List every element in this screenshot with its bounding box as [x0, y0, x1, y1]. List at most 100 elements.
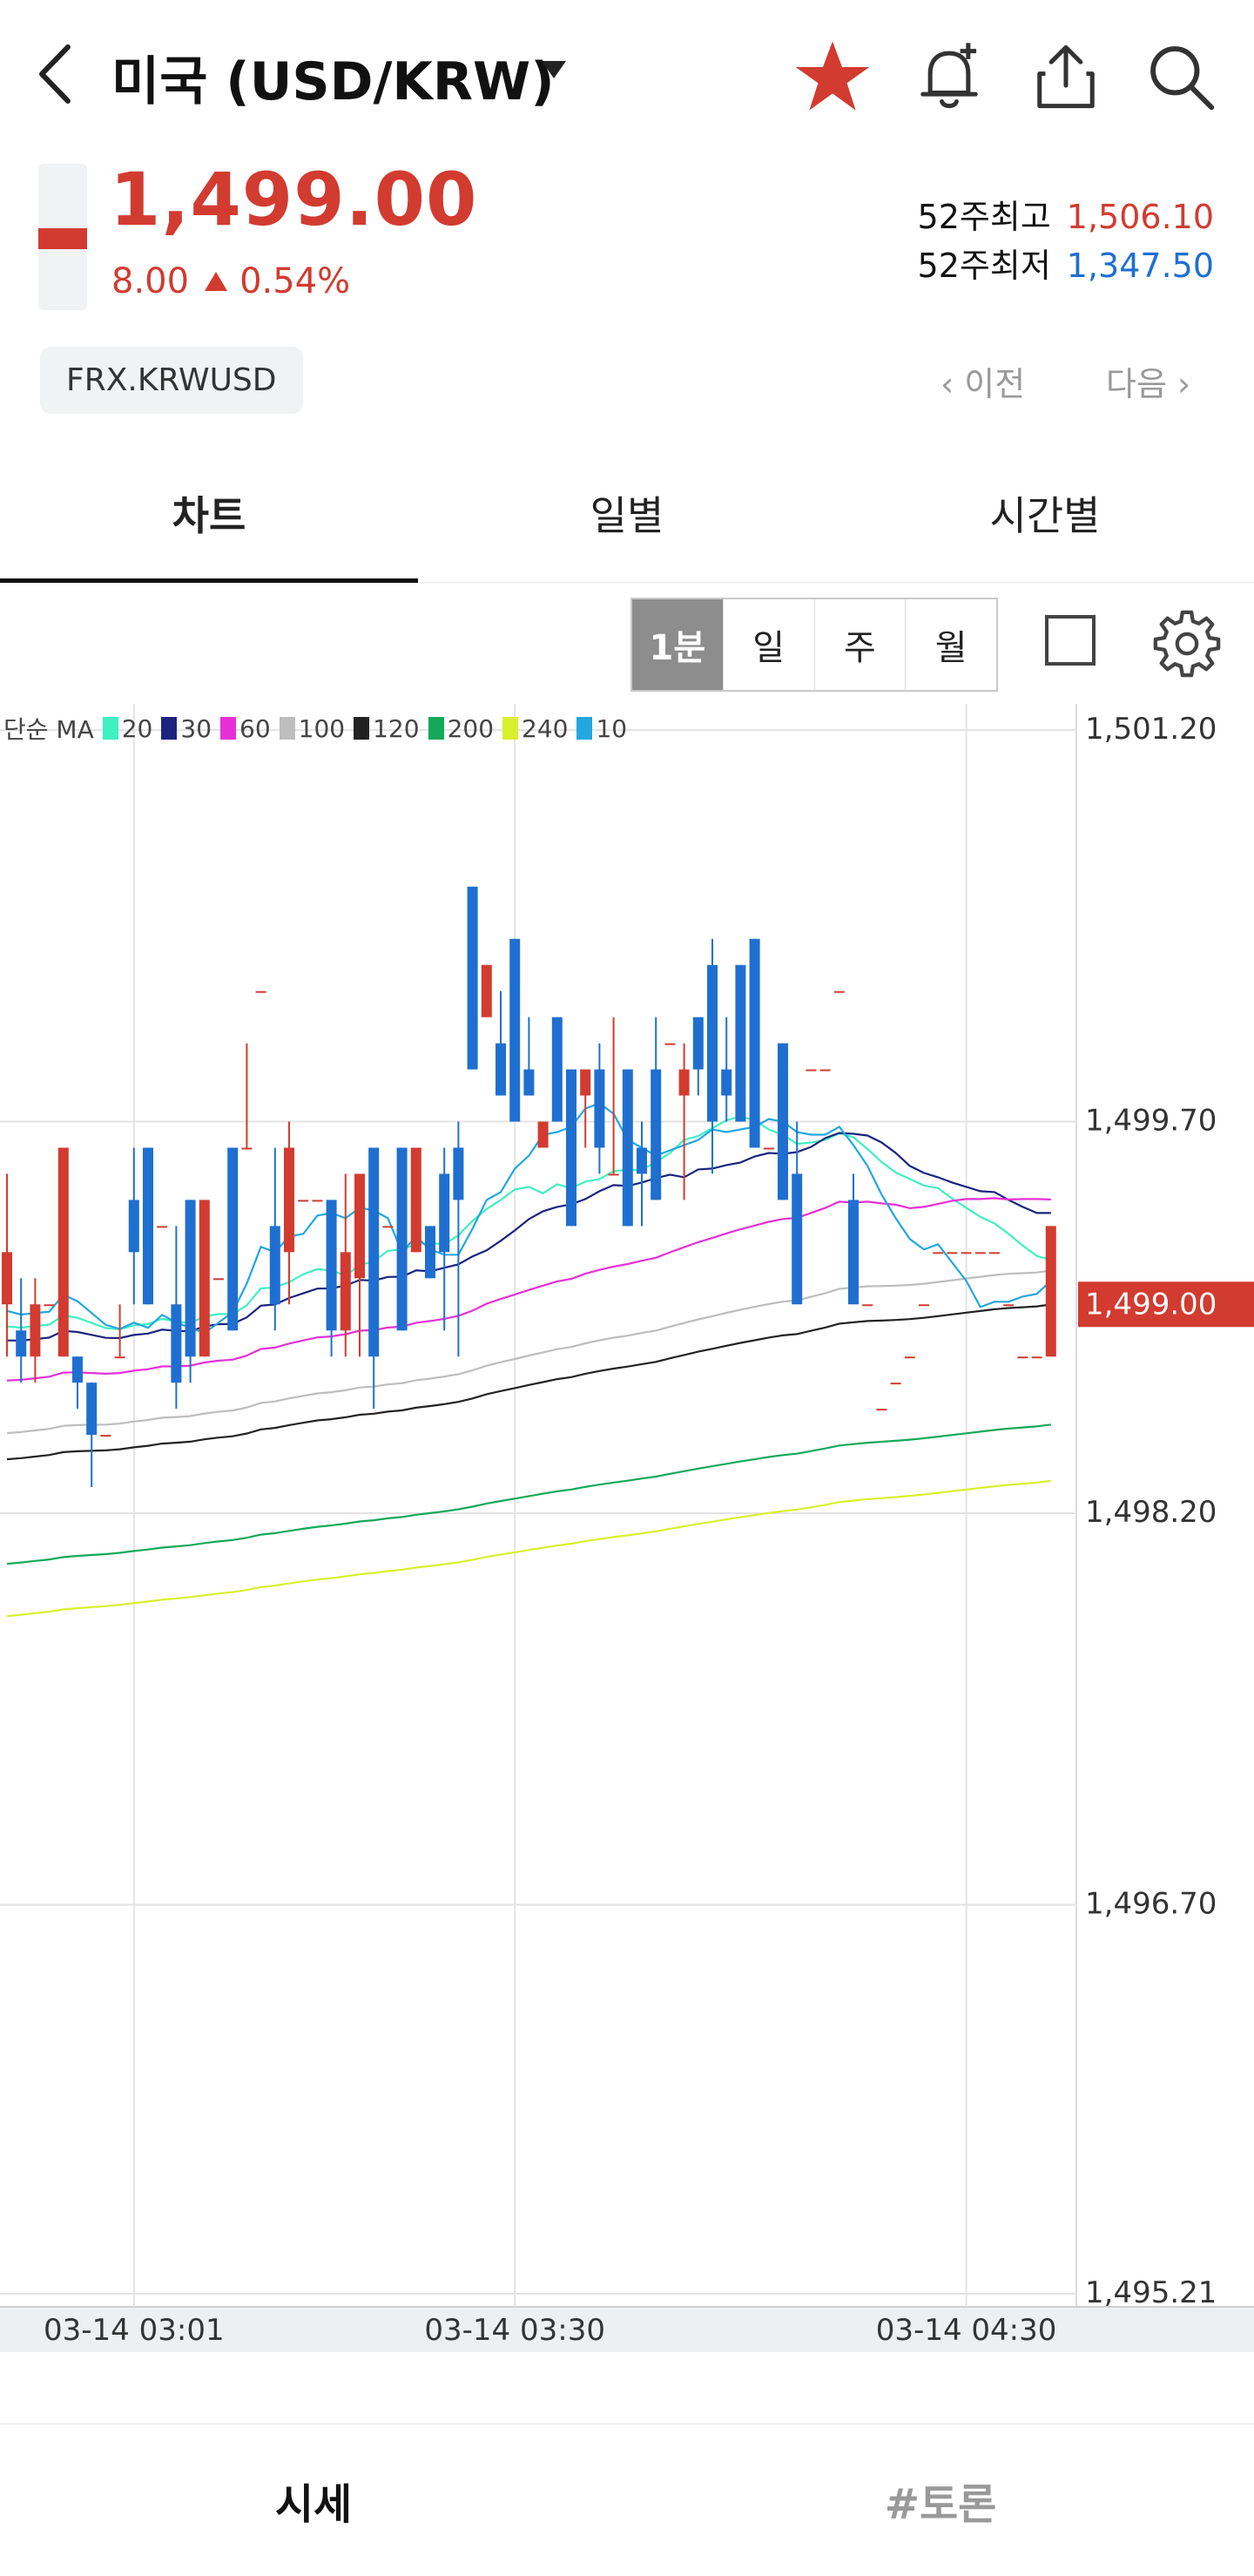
chart-settings-button[interactable] [1150, 606, 1224, 681]
candle-body [509, 938, 521, 1122]
period-1min[interactable]: 1분 [632, 599, 724, 690]
candle-body [566, 1069, 576, 1227]
candle-body [594, 1069, 605, 1148]
candle-body [947, 1252, 958, 1254]
candle-body [114, 1356, 125, 1359]
back-icon [39, 44, 71, 104]
symbol-code-chip[interactable]: FRX.KRWUSD [40, 347, 303, 414]
share-button[interactable] [1022, 33, 1109, 120]
next-symbol-button[interactable]: 다음 › [1106, 357, 1190, 405]
current-price: 1,499.00 [110, 157, 478, 242]
candle-body [368, 1147, 380, 1357]
back-button[interactable] [26, 35, 87, 113]
y-tick-label: 1,499.70 [1085, 1103, 1217, 1138]
tab-daily[interactable]: 일별 [590, 492, 664, 539]
candle-body [213, 1278, 224, 1281]
current-price-marker [1078, 1281, 1254, 1328]
ma-legend-label: 10 [596, 713, 628, 743]
header-bar: 미국 (USD/KRW) [0, 0, 1254, 148]
candle-body [806, 1069, 817, 1072]
ma-line-120 [6, 1303, 1051, 1461]
tab-chart[interactable]: 차트 [0, 444, 418, 583]
ma-line-240 [6, 1479, 1051, 1618]
candle-body [2, 1252, 12, 1305]
price-range-marker [38, 228, 87, 249]
bell-plus-icon [920, 43, 978, 109]
ma-legend-label: 120 [373, 713, 420, 743]
candle-body [819, 1069, 831, 1072]
candle-body [340, 1252, 351, 1331]
tab-hourly[interactable]: 시간별 [989, 492, 1101, 539]
candle-body [778, 1043, 788, 1200]
ma-line-100 [6, 1269, 1051, 1435]
candle-body [707, 964, 718, 1122]
candle-body [862, 1304, 873, 1307]
ma-legend-swatch [502, 717, 519, 740]
candle-body [792, 1173, 803, 1305]
candle-body [890, 1383, 901, 1385]
ma-line-60 [6, 1197, 1051, 1382]
candle-body [312, 1200, 323, 1202]
ma-legend: 단순 MA 20 30 60 100 120 200 240 10 [3, 711, 627, 746]
y-tick-label: 1,496.70 [1085, 1886, 1217, 1921]
ma-line-200 [6, 1423, 1051, 1565]
candle-body [157, 1226, 168, 1228]
period-selector: 1분 일 주 월 [630, 598, 998, 692]
candle-body [143, 1147, 153, 1305]
period-day[interactable]: 일 [724, 599, 815, 690]
bottom-navigation: 시세 #토론 [0, 2424, 1254, 2576]
price-alert-button[interactable] [906, 33, 993, 120]
prev-symbol-button[interactable]: ‹ 이전 [940, 357, 1025, 405]
candle-body [848, 1200, 859, 1305]
candle-body [86, 1383, 98, 1436]
candle-body [678, 1069, 690, 1096]
ma-line-30 [6, 1132, 1051, 1342]
candle-body [580, 1069, 591, 1096]
ma-legend-swatch [354, 717, 370, 740]
period-week[interactable]: 주 [815, 599, 907, 690]
candle-body [664, 1043, 676, 1045]
week52-high-label: 52주최고 [917, 198, 1051, 236]
page-title[interactable]: 미국 (USD/KRW) [111, 51, 555, 112]
candle-body [749, 938, 760, 1148]
candle-body [467, 886, 478, 1070]
search-button[interactable] [1137, 33, 1224, 120]
candle-body [269, 1226, 280, 1305]
ma-legend-label: 200 [447, 713, 495, 743]
candle-body [382, 1226, 394, 1228]
moving-average-lines [6, 1102, 1052, 1618]
x-tick-label: 03-14 03:01 [44, 2313, 225, 2348]
candle-body [692, 1017, 704, 1070]
period-month[interactable]: 월 [934, 628, 967, 668]
square-icon[interactable] [1045, 615, 1096, 666]
chart-axes: 1,501.20 1,499.70 1,498.20 1,496.70 1,495.21… [44, 712, 1254, 2348]
candle-body [241, 1147, 253, 1150]
gear-icon [1153, 610, 1221, 678]
nav-forum[interactable]: #토론 [884, 2480, 997, 2529]
ma-legend-swatch [576, 717, 593, 740]
view-tabs: 차트 일별 시간별 [0, 444, 1254, 583]
candle-body [523, 1069, 535, 1096]
favorite-button[interactable] [789, 33, 876, 120]
week52-high-value: 1,506.10 [1066, 198, 1214, 236]
candle-body [608, 1173, 619, 1176]
candle-body [537, 1121, 549, 1148]
candlestick-chart[interactable]: 1,501.20 1,499.70 1,498.20 1,496.70 1,495.21… [0, 704, 1254, 2424]
chevron-right-icon: › [1166, 365, 1191, 403]
candle-body [128, 1200, 139, 1253]
ma-legend-label: 240 [522, 713, 569, 743]
candle-body [30, 1304, 41, 1357]
candle-body [919, 1304, 929, 1307]
week52-high: 52주최고 1,506.10 [918, 190, 1214, 238]
nav-quote[interactable]: 시세 [274, 2480, 353, 2529]
change-value: 8.00 [111, 261, 190, 301]
currency-dropdown-button[interactable] [527, 44, 579, 96]
candle-body [833, 991, 845, 993]
up-triangle-icon [205, 272, 228, 291]
candle-body [1045, 1226, 1056, 1357]
ma-legend-prefix: 단순 MA [3, 715, 94, 744]
candle-body [44, 1304, 55, 1307]
share-icon [1037, 44, 1095, 109]
y-tick-label: 1,495.21 [1085, 2275, 1217, 2310]
candle-body [622, 1069, 633, 1227]
